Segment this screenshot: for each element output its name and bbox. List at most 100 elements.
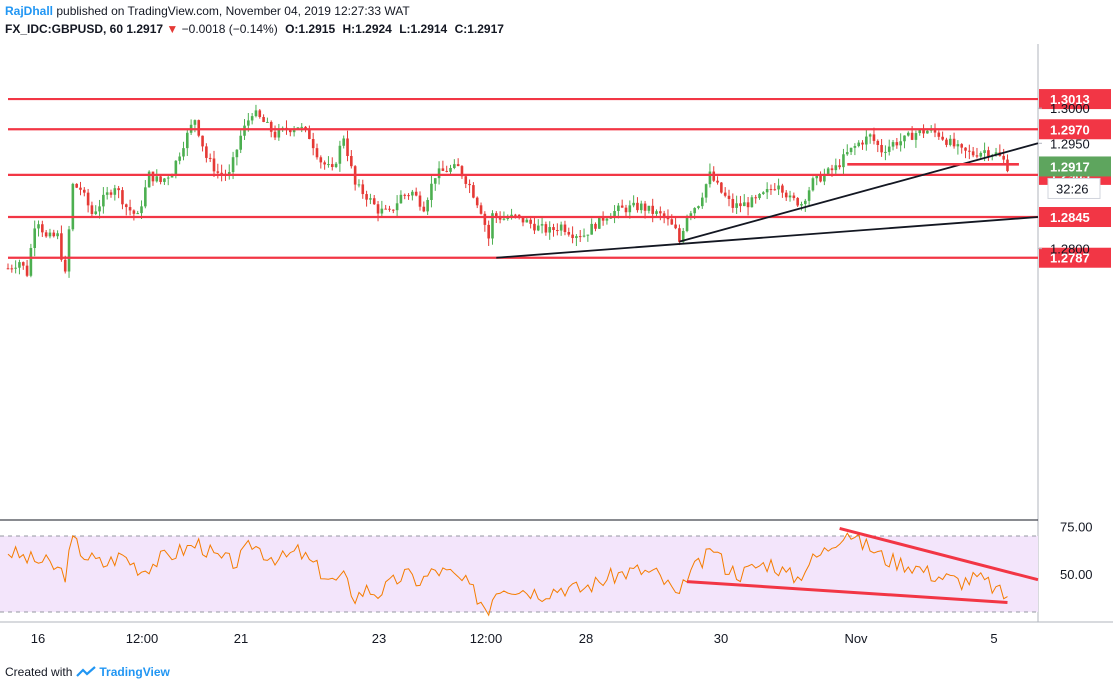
candle-body (922, 129, 925, 134)
candle-body (315, 148, 319, 158)
publish-info: RajDhall published on TradingView.com, N… (5, 4, 410, 18)
trendlines[interactable] (496, 142, 1039, 259)
time-tick-label: 12:00 (126, 631, 159, 646)
candle-body (758, 193, 761, 199)
candle-body (803, 200, 807, 204)
time-tick-label: 16 (31, 631, 45, 646)
candle-body (445, 170, 449, 172)
open-value: 1.2915 (298, 22, 336, 36)
candle-body (960, 144, 964, 148)
level-label: 1.2787 (1050, 251, 1090, 266)
candle-body (659, 211, 662, 214)
candle-body (327, 164, 330, 166)
candle-body (71, 183, 75, 230)
candle-body (350, 156, 353, 167)
candle-body (82, 189, 86, 193)
time-tick-label: 23 (372, 631, 386, 646)
candle-body (380, 208, 384, 214)
candle-body (979, 152, 983, 157)
candle-body (25, 265, 29, 276)
candle-body (460, 166, 464, 177)
author-link[interactable]: RajDhall (5, 4, 54, 18)
tradingview-logo-icon (76, 666, 97, 677)
candle-body (842, 154, 845, 168)
candle-body (735, 203, 738, 208)
candle-body (983, 150, 986, 153)
candle-body (338, 145, 342, 164)
countdown-bg (1047, 177, 1101, 199)
candle-body (746, 202, 750, 208)
candle-body (56, 233, 59, 237)
candle-body (693, 208, 696, 214)
candle-body (258, 110, 262, 117)
candle-body (647, 205, 651, 211)
candle-body (243, 125, 246, 136)
candle-body (269, 121, 273, 132)
candle-body (63, 259, 67, 272)
candle-body (704, 184, 708, 198)
candle-body (231, 157, 235, 173)
candle-body (880, 144, 883, 153)
countdown-label: 32:26 (1056, 181, 1089, 196)
candle-body (395, 203, 399, 211)
price-candles (6, 104, 1009, 278)
candle-body (21, 262, 25, 266)
candle-body (37, 224, 40, 229)
rsi-divergence-line-1[interactable] (839, 526, 1039, 582)
time-tick-label: 30 (714, 631, 728, 646)
candle-body (956, 144, 960, 147)
candle-body (205, 146, 208, 158)
created-with-text: Created with (5, 665, 73, 679)
candle-body (517, 214, 521, 217)
level-label: 1.3013 (1050, 92, 1090, 107)
candle-body (811, 178, 815, 191)
candle-body (384, 208, 387, 210)
candle-body (334, 163, 338, 167)
candle-body (90, 205, 94, 214)
price-change: −0.0018 (−0.14%) (181, 22, 278, 36)
candle-body (346, 138, 349, 157)
published-text: published on TradingView.com, November 0… (56, 4, 410, 18)
time-tick-label: Nov (844, 631, 868, 646)
close-label: C: (454, 22, 468, 36)
candle-body (700, 197, 704, 207)
price-tick-label: 1.3000 (1050, 101, 1090, 116)
candle-body (277, 128, 281, 138)
candle-body (502, 218, 506, 220)
candle-body (750, 197, 754, 208)
candle-body (239, 135, 243, 150)
candle-body (769, 189, 773, 191)
candle-body (220, 172, 223, 174)
candle-body (540, 224, 544, 226)
time-axis[interactable]: 16 12:00 21 23 12:00 28 30 Nov 5 (31, 631, 998, 646)
rsi-divergence-line-2[interactable] (686, 580, 1008, 604)
candle-body (853, 146, 857, 148)
candle-body (876, 140, 880, 145)
candle-body (906, 132, 910, 136)
tradingview-brand[interactable]: TradingView (99, 665, 170, 679)
candle-body (723, 192, 727, 196)
trendline-2[interactable] (679, 142, 1039, 243)
price-tick-label: 1.2950 (1050, 136, 1090, 151)
candle-body (182, 148, 185, 157)
symbol-label[interactable]: FX_IDC:GBPUSD, 60 (5, 22, 124, 36)
candle-body (899, 141, 902, 146)
candle-body (777, 185, 780, 190)
candle-body (372, 198, 376, 205)
trendline-1[interactable] (496, 216, 1039, 259)
price-axis[interactable]: 1.3000 1.2950 1.2800 1.2917 32:26 (1038, 101, 1111, 257)
candle-body (288, 130, 292, 133)
candle-body (651, 205, 655, 214)
candle-body (815, 174, 819, 179)
candle-body (163, 178, 166, 182)
candle-body (98, 206, 101, 212)
candle-body (559, 224, 563, 231)
candle-body (895, 142, 899, 146)
candle-body (506, 217, 510, 219)
candle-body (861, 142, 864, 145)
candle-body (872, 134, 876, 141)
candle-body (494, 213, 498, 217)
candle-body (212, 158, 216, 172)
